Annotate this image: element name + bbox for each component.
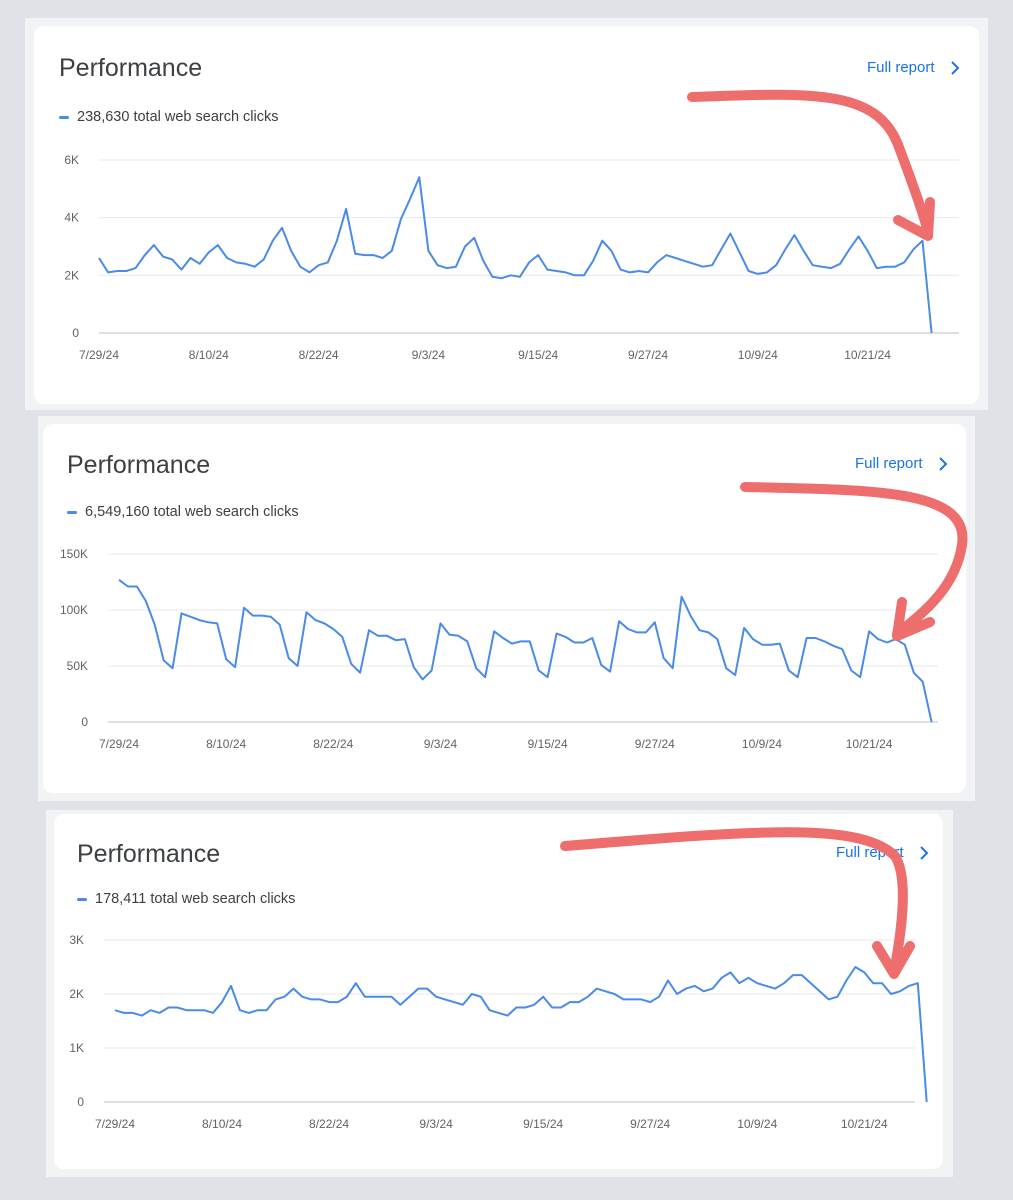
- x-tick-label: 10/9/24: [738, 348, 778, 362]
- clicks-chart-1: 0 2K 4K 6K 7/29/24 8/10/24 8/22/24 9/3/24 9/15/2…: [64, 153, 959, 362]
- x-tick-label: 8/22/24: [313, 737, 353, 751]
- x-tick-label: 7/29/24: [79, 348, 119, 362]
- card-title: Performance: [77, 840, 221, 868]
- x-tick-label: 9/15/24: [523, 1117, 563, 1131]
- x-tick-label: 7/29/24: [99, 737, 139, 751]
- series-line: [114, 966, 928, 1103]
- chevron-right-icon: [919, 845, 928, 860]
- x-tick-label: 8/22/24: [299, 348, 339, 362]
- series-line: [98, 176, 933, 334]
- performance-card-3: Performance Full report 178,411 total we…: [54, 814, 943, 1169]
- card-title: Performance: [59, 54, 203, 82]
- y-tick-label: 50K: [67, 659, 88, 673]
- y-tick-label: 0: [81, 715, 88, 729]
- y-tick-label: 2K: [69, 987, 84, 1001]
- y-tick-label: 3K: [69, 933, 84, 947]
- full-report-link[interactable]: Full report: [855, 455, 951, 472]
- legend-swatch: [77, 897, 87, 901]
- clicks-chart-3: 0 1K 2K 3K 7/29/24 8/10/24 8/22/24 9/3/24 9/15/2…: [69, 933, 928, 1131]
- y-tick-label: 100K: [60, 603, 88, 617]
- card-title: Performance: [67, 451, 211, 479]
- x-tick-label: 9/27/24: [630, 1117, 670, 1131]
- clicks-chart-2: 0 50K 100K 150K 7/29/24 8/10/24 8/22/24 9/3/24 9…: [60, 547, 938, 751]
- legend-label: 6,549,160 total web search clicks: [85, 504, 299, 520]
- y-tick-label: 6K: [64, 153, 79, 167]
- x-tick-label: 10/21/24: [844, 348, 891, 362]
- x-tick-label: 10/9/24: [742, 737, 782, 751]
- legend-label: 238,630 total web search clicks: [77, 109, 279, 125]
- full-report-label: Full report: [855, 455, 923, 472]
- chevron-right-icon: [938, 456, 947, 471]
- x-tick-label: 8/10/24: [202, 1117, 242, 1131]
- chart-legend: 238,630 total web search clicks: [59, 109, 279, 125]
- performance-card-2: Performance Full report 6,549,160 total …: [43, 424, 966, 793]
- y-tick-label: 1K: [69, 1041, 84, 1055]
- y-tick-label: 2K: [64, 268, 79, 282]
- x-tick-label: 10/21/24: [846, 737, 893, 751]
- legend-swatch: [67, 510, 77, 514]
- x-tick-label: 10/21/24: [841, 1117, 888, 1131]
- x-tick-label: 9/15/24: [528, 737, 568, 751]
- full-report-link[interactable]: Full report: [867, 59, 963, 76]
- y-tick-label: 4K: [64, 211, 79, 225]
- x-tick-label: 9/15/24: [518, 348, 558, 362]
- legend-swatch: [59, 115, 69, 119]
- y-tick-label: 150K: [60, 547, 88, 561]
- x-tick-label: 8/22/24: [309, 1117, 349, 1131]
- y-tick-label: 0: [77, 1095, 84, 1109]
- x-tick-label: 7/29/24: [95, 1117, 135, 1131]
- x-tick-label: 9/3/24: [424, 737, 458, 751]
- x-tick-label: 9/3/24: [419, 1117, 453, 1131]
- series-line: [118, 579, 933, 723]
- full-report-label: Full report: [867, 59, 935, 76]
- chart-legend: 178,411 total web search clicks: [77, 891, 295, 907]
- x-tick-label: 9/3/24: [412, 348, 446, 362]
- x-tick-label: 8/10/24: [206, 737, 246, 751]
- x-tick-label: 8/10/24: [189, 348, 229, 362]
- performance-card-1: Performance Full report 238,630 total we…: [34, 26, 979, 404]
- x-tick-label: 9/27/24: [635, 737, 675, 751]
- chevron-right-icon: [950, 60, 959, 75]
- chart-legend: 6,549,160 total web search clicks: [67, 504, 299, 520]
- x-tick-label: 10/9/24: [737, 1117, 777, 1131]
- y-tick-label: 0: [72, 326, 79, 340]
- legend-label: 178,411 total web search clicks: [95, 891, 296, 907]
- x-tick-label: 9/27/24: [628, 348, 668, 362]
